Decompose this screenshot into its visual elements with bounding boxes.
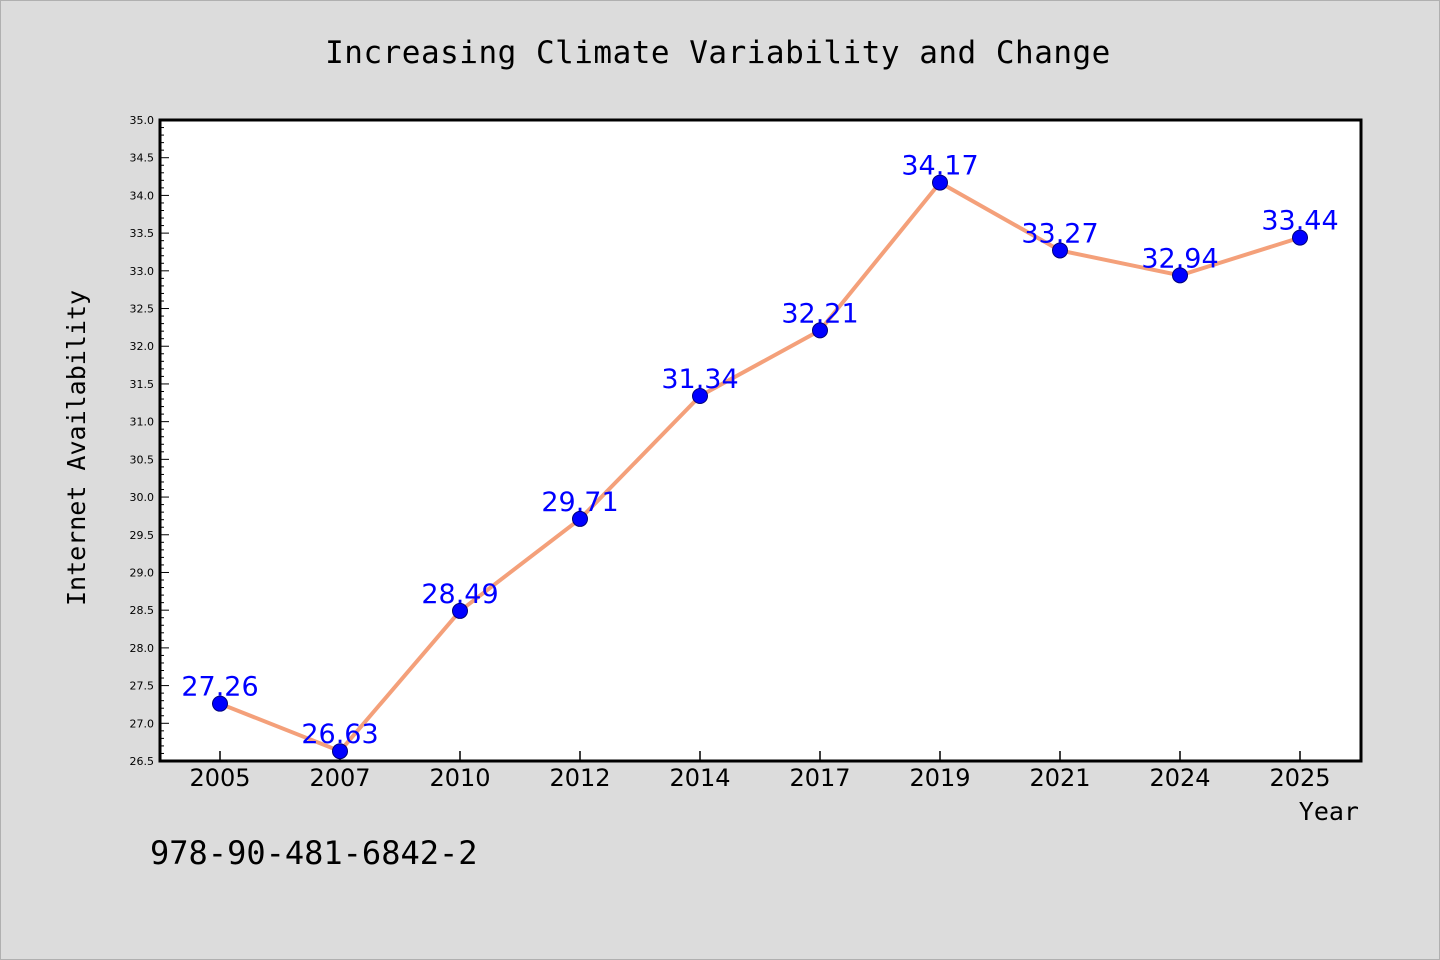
- y-tick-label: 30.0: [130, 491, 155, 504]
- data-label: 26.63: [301, 719, 378, 750]
- y-tick-label: 32.5: [130, 303, 155, 316]
- data-label: 33.44: [1261, 206, 1338, 237]
- x-tick-label: 2025: [1269, 764, 1330, 792]
- y-tick-label: 33.0: [130, 265, 155, 278]
- data-point-marker: [812, 322, 828, 339]
- y-tick-label: 27.0: [130, 717, 155, 730]
- data-label: 32.94: [1141, 243, 1218, 274]
- x-tick-label: 2012: [549, 764, 610, 792]
- data-labels: 27.26 26.63 28.49 29.71 31.34 32.21 34.17 33.27…: [181, 151, 1338, 751]
- data-label: 34.17: [901, 151, 978, 182]
- y-tick-label: 29.5: [130, 529, 155, 542]
- x-tick-label: 2024: [1149, 764, 1210, 792]
- data-label: 33.27: [1021, 218, 1098, 249]
- data-point-marker: [692, 388, 708, 405]
- data-label: 32.21: [781, 298, 858, 329]
- x-tick-label: 2019: [909, 764, 970, 792]
- y-tick-label: 29.0: [130, 566, 155, 579]
- y-tick-label: 35.0: [130, 114, 155, 127]
- y-tick-label: 28.0: [130, 642, 155, 655]
- x-tick-label: 2014: [669, 764, 730, 792]
- y-tick-label: 27.5: [130, 680, 155, 693]
- footnote-isbn: 978-90-481-6842-2: [150, 834, 478, 872]
- x-tick-label: 2010: [429, 764, 490, 792]
- x-axis: 2005 2007 2010 2012 2014 2017 2019 2021 2024 2025: [189, 751, 1331, 792]
- data-label: 31.34: [661, 364, 738, 395]
- y-tick-label: 34.5: [130, 152, 155, 165]
- data-label: 29.71: [541, 487, 618, 518]
- data-point-marker: [932, 174, 948, 191]
- y-tick-label: 28.5: [130, 604, 155, 617]
- data-point-marker: [572, 510, 588, 527]
- y-tick-label: 26.5: [130, 755, 155, 768]
- y-tick-label: 34.0: [130, 189, 155, 202]
- data-point-marker: [212, 695, 228, 712]
- plot-area: [158, 118, 1363, 763]
- series-markers: [212, 174, 1308, 760]
- series-line: [219, 180, 1301, 754]
- x-tick-label: 2017: [789, 764, 850, 792]
- x-axis-label: Year: [1299, 797, 1359, 826]
- x-tick-label: 2007: [309, 764, 370, 792]
- y-tick-label: 32.0: [130, 340, 155, 353]
- data-point-marker: [1172, 267, 1188, 284]
- y-axis-label: Internet Availability: [62, 290, 91, 606]
- chart-title: Increasing Climate Variability and Chang…: [325, 35, 1111, 71]
- y-tick-label: 31.0: [130, 416, 155, 429]
- data-point-marker: [332, 743, 348, 760]
- y-tick-label: 33.5: [130, 227, 155, 240]
- x-tick-label: 2005: [189, 764, 250, 792]
- y-axis: 26.5 27.0 27.5 28.0 28.5 29.0 29.5 30.0 30.5 31.0…: [130, 114, 169, 768]
- y-tick-label: 30.5: [130, 453, 155, 466]
- data-point-marker: [452, 602, 468, 619]
- y-tick-label: 31.5: [130, 378, 155, 391]
- x-tick-label: 2021: [1029, 764, 1090, 792]
- data-point-marker: [1292, 229, 1308, 246]
- data-point-marker: [1052, 242, 1068, 259]
- data-label: 27.26: [181, 672, 258, 703]
- data-label: 28.49: [421, 579, 498, 610]
